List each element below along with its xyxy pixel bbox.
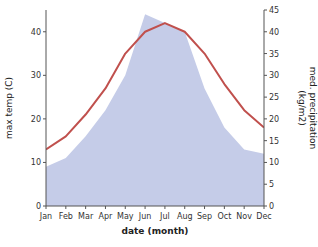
x-tick-label: Aug — [177, 212, 193, 221]
x-tick — [125, 206, 126, 209]
y2-axis-label: med. precipitation — [308, 67, 318, 149]
y2-tick — [264, 140, 267, 141]
y2-tick-label: 35 — [269, 50, 279, 59]
y2-tick — [264, 118, 267, 119]
x-tick — [224, 206, 225, 209]
y2-tick-label: 45 — [269, 6, 279, 15]
y2-tick — [264, 31, 267, 32]
x-tick-label: Apr — [99, 212, 114, 221]
x-axis-label: date (month) — [122, 226, 189, 236]
y-tick-label: 20 — [31, 115, 41, 124]
temperature-line — [46, 23, 264, 149]
x-tick — [105, 206, 106, 209]
x-tick-label: Oct — [217, 212, 231, 221]
y2-tick — [264, 97, 267, 98]
y2-tick-label: 10 — [269, 158, 279, 167]
x-axis-line — [46, 206, 264, 207]
y-tick — [43, 118, 46, 119]
x-tick — [204, 206, 205, 209]
y-tick-label: 0 — [36, 202, 41, 211]
x-tick — [145, 206, 146, 209]
y2-tick-label: 25 — [269, 93, 279, 102]
x-tick — [65, 206, 66, 209]
axes — [43, 10, 267, 209]
x-tick — [164, 206, 165, 209]
x-tick — [85, 206, 86, 209]
x-tick — [244, 206, 245, 209]
y-tick — [43, 206, 46, 207]
y-tick — [43, 162, 46, 163]
y2-axis-label: (kg/m2) — [297, 90, 307, 125]
chart: JanFebMarAprMayJunJulAugSepOctNovDec0102… — [0, 0, 318, 247]
y2-tick-label: 15 — [269, 137, 279, 146]
x-tick — [184, 206, 185, 209]
y2-tick-label: 20 — [269, 115, 279, 124]
x-tick-label: Mar — [78, 212, 94, 221]
y2-tick — [264, 10, 267, 11]
x-tick-label: Jun — [138, 212, 152, 221]
y-axis-line — [46, 10, 47, 206]
chart-container: JanFebMarAprMayJunJulAugSepOctNovDec0102… — [0, 0, 318, 247]
y2-tick-label: 5 — [269, 180, 274, 189]
x-tick-label: May — [117, 212, 134, 221]
x-tick-label: Feb — [59, 212, 73, 221]
y2-tick-label: 0 — [269, 202, 274, 211]
plot-area — [46, 14, 264, 206]
y2-tick — [264, 53, 267, 54]
y-tick — [43, 75, 46, 76]
y2-tick-label: 30 — [269, 71, 279, 80]
y2-tick-label: 40 — [269, 28, 279, 37]
y-tick-label: 10 — [31, 158, 41, 167]
y2-tick — [264, 206, 267, 207]
x-tick-label: Jan — [39, 212, 52, 221]
y-tick-label: 40 — [31, 28, 41, 37]
x-tick-label: Jul — [159, 212, 170, 221]
x-tick-label: Dec — [256, 212, 271, 221]
x-tick-label: Nov — [236, 212, 252, 221]
precipitation-area — [46, 14, 264, 206]
x-tick-label: Sep — [197, 212, 212, 221]
y2-tick — [264, 75, 267, 76]
y2-tick — [264, 184, 267, 185]
y-tick — [43, 31, 46, 32]
y2-tick — [264, 162, 267, 163]
y-axis-label: max temp (C) — [4, 77, 14, 139]
y2-axis-line — [264, 10, 265, 206]
y-tick-label: 30 — [31, 71, 41, 80]
